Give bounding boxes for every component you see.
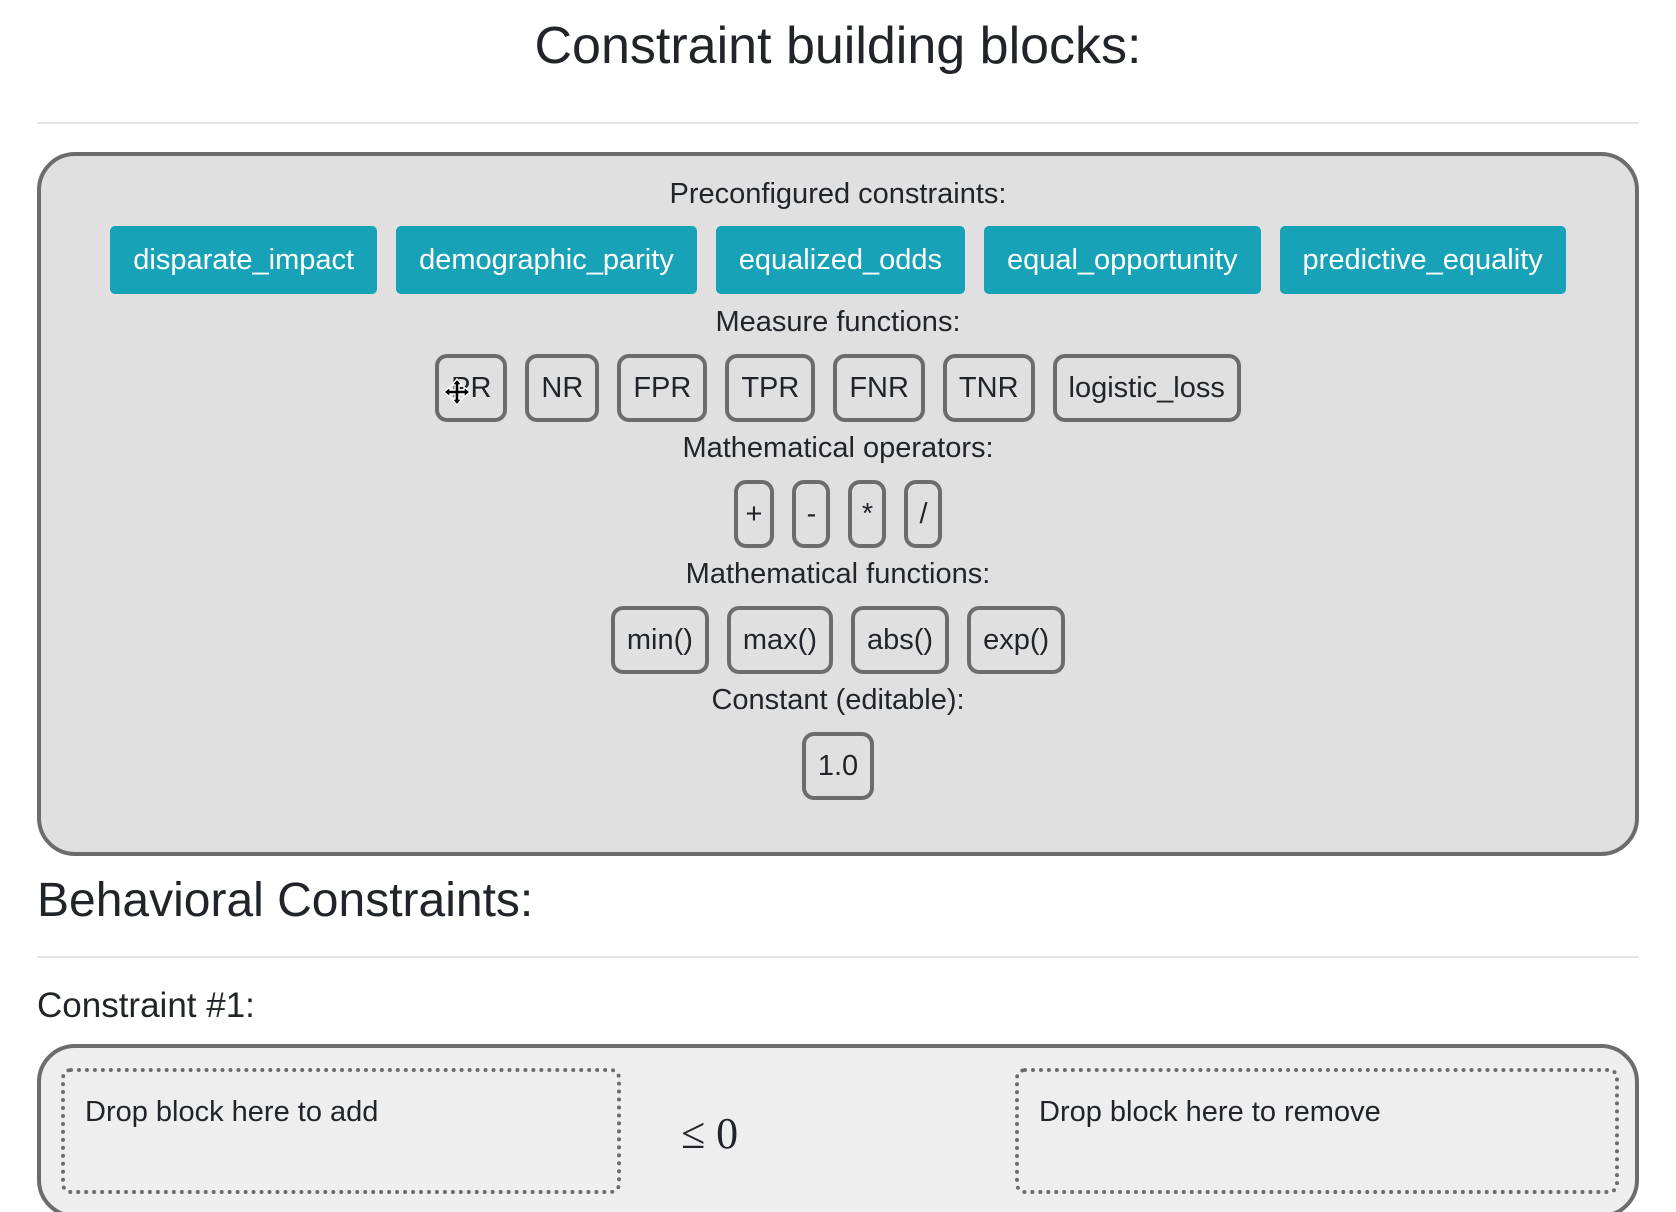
divider: [37, 122, 1639, 124]
measure-block-fpr[interactable]: FPR: [617, 354, 708, 422]
measure-functions-label: Measure functions:: [715, 306, 961, 338]
preset-equal-opportunity-button[interactable]: equal_opportunity: [983, 226, 1261, 294]
measure-block-nr[interactable]: NR: [525, 354, 600, 422]
operator-multiply-block[interactable]: *: [848, 480, 887, 548]
drop-zone-add[interactable]: Drop block here to add: [61, 1068, 621, 1194]
operator-minus-block[interactable]: -: [792, 480, 831, 548]
function-max-block[interactable]: max(): [726, 606, 833, 674]
preset-disparate-impact-button[interactable]: disparate_impact: [110, 226, 378, 294]
constant-row: 1.0: [41, 732, 1635, 800]
preset-predictive-equality-button[interactable]: predictive_equality: [1279, 226, 1566, 294]
preset-equalized-odds-button[interactable]: equalized_odds: [715, 226, 965, 294]
preconfigured-label: Preconfigured constraints:: [669, 178, 1007, 210]
constant-label: Constant (editable):: [711, 684, 965, 716]
operator-plus-block[interactable]: +: [733, 480, 775, 548]
constraint-relation: ≤ 0: [681, 1109, 739, 1158]
measure-functions-row: PR NR FPR TPR FNR TNR logistic_loss: [41, 354, 1635, 422]
constant-block[interactable]: 1.0: [801, 732, 875, 800]
function-min-block[interactable]: min(): [610, 606, 709, 674]
move-cursor-icon: [443, 378, 472, 406]
constraint-1-box: Drop block here to add ≤ 0 Drop block he…: [37, 1044, 1639, 1212]
drop-zone-remove[interactable]: Drop block here to remove: [1015, 1068, 1619, 1194]
building-blocks-panel: Preconfigured constraints: disparate_imp…: [37, 152, 1639, 856]
drop-zone-add-label: Drop block here to add: [85, 1096, 379, 1128]
preconfigured-row: disparate_impact demographic_parity equa…: [41, 226, 1635, 294]
measure-block-logistic-loss[interactable]: logistic_loss: [1052, 354, 1241, 422]
measure-block-fnr[interactable]: FNR: [833, 354, 925, 422]
function-exp-block[interactable]: exp(): [967, 606, 1066, 674]
function-abs-block[interactable]: abs(): [851, 606, 950, 674]
measure-block-pr[interactable]: PR: [435, 354, 508, 422]
operators-label: Mathematical operators:: [682, 432, 994, 464]
measure-block-tpr[interactable]: TPR: [725, 354, 816, 422]
preset-demographic-parity-button[interactable]: demographic_parity: [396, 226, 697, 294]
behavioral-constraints-title: Behavioral Constraints:: [37, 874, 534, 927]
constraint-1-label: Constraint #1:: [37, 986, 255, 1025]
measure-block-tnr[interactable]: TNR: [942, 354, 1035, 422]
divider: [37, 956, 1639, 958]
functions-label: Mathematical functions:: [685, 558, 991, 590]
building-blocks-title: Constraint building blocks:: [534, 17, 1142, 75]
operators-row: + - * /: [41, 480, 1635, 548]
drop-zone-remove-label: Drop block here to remove: [1039, 1096, 1381, 1128]
functions-row: min() max() abs() exp(): [41, 606, 1635, 674]
operator-divide-block[interactable]: /: [904, 480, 943, 548]
